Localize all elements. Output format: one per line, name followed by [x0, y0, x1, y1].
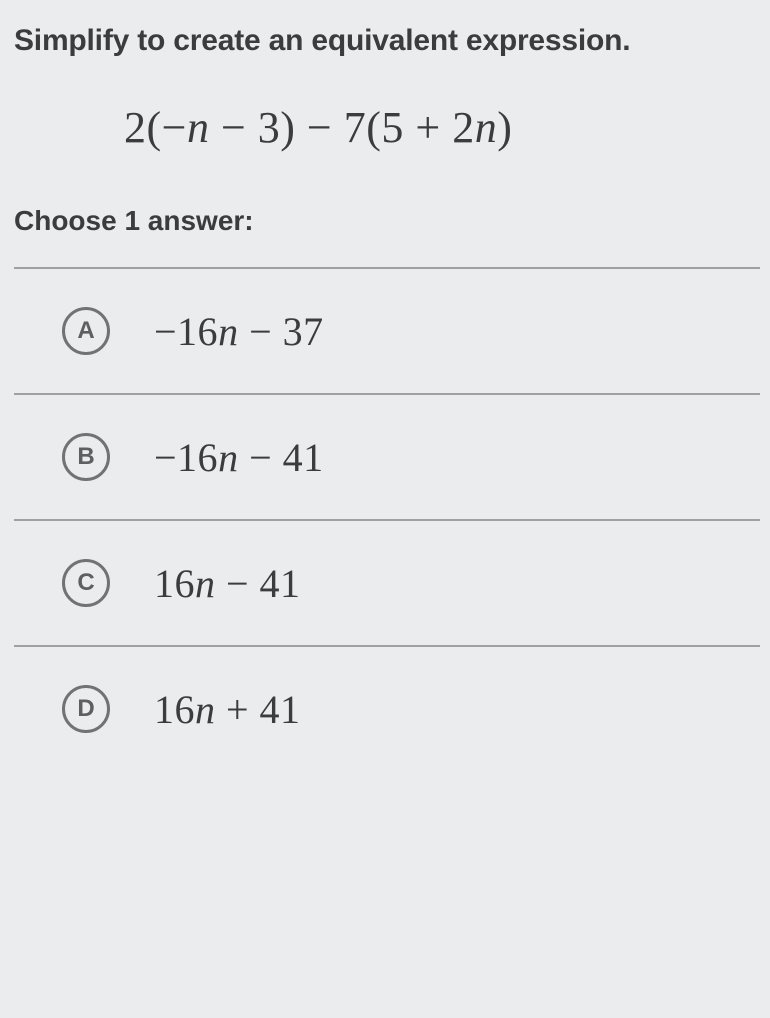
- option-letter-circle: C: [62, 559, 110, 607]
- option-b[interactable]: B −16n − 41: [14, 395, 760, 521]
- option-c[interactable]: C 16n − 41: [14, 521, 760, 647]
- option-letter-circle: D: [62, 685, 110, 733]
- question-page: Simplify to create an equivalent express…: [0, 0, 770, 771]
- option-letter: D: [77, 695, 94, 723]
- question-prompt: Simplify to create an equivalent express…: [14, 24, 760, 58]
- option-letter: C: [77, 569, 94, 597]
- option-letter-circle: A: [62, 307, 110, 355]
- math-expression: 2(−n − 3) − 7(5 + 2n): [124, 102, 760, 153]
- option-answer: −16n − 41: [154, 434, 324, 481]
- choose-label: Choose 1 answer:: [14, 205, 760, 237]
- option-answer: 16n + 41: [154, 686, 301, 733]
- option-letter: B: [77, 443, 94, 471]
- option-answer: −16n − 37: [154, 308, 324, 355]
- option-a[interactable]: A −16n − 37: [14, 269, 760, 395]
- option-letter: A: [77, 317, 94, 345]
- option-letter-circle: B: [62, 433, 110, 481]
- option-answer: 16n − 41: [154, 560, 301, 607]
- option-d[interactable]: D 16n + 41: [14, 647, 760, 771]
- options-list: A −16n − 37 B −16n − 41 C 16n − 41 D 16n…: [14, 267, 760, 771]
